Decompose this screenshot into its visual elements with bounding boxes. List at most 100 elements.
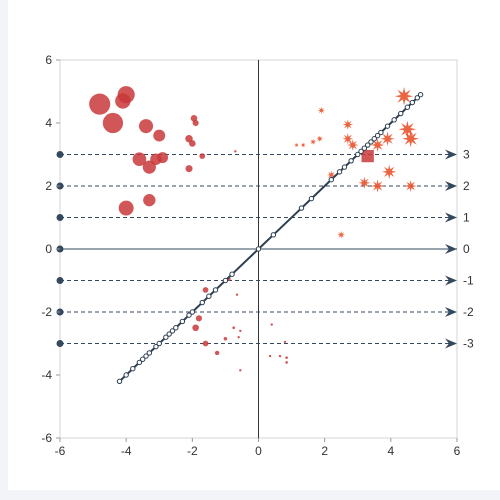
markline-start-dot xyxy=(56,214,64,221)
scatter-point-circle xyxy=(115,93,131,109)
line-point xyxy=(199,299,205,306)
scatter-point-circle xyxy=(102,112,124,134)
y-tick-label: 6 xyxy=(45,53,52,67)
line-point xyxy=(328,177,334,183)
scatter-point-circle xyxy=(189,140,196,147)
scatter-point-circle xyxy=(232,326,236,330)
line-point xyxy=(140,356,146,362)
line-point xyxy=(179,318,186,325)
scatter-point-star xyxy=(317,106,325,115)
line-point xyxy=(374,132,381,139)
line-point xyxy=(404,104,411,110)
scatter-point-circle xyxy=(150,153,162,165)
markline-arrow xyxy=(445,244,457,254)
scatter-point-star xyxy=(300,142,306,148)
markline-label: -2 xyxy=(463,305,474,319)
line-point xyxy=(336,169,343,175)
line-point xyxy=(417,91,424,98)
scatter-point-circle xyxy=(278,354,282,358)
scatter-point-circle xyxy=(118,200,134,216)
scatter-point-circle xyxy=(239,369,242,372)
scatter-point-circle xyxy=(283,340,287,344)
line-point xyxy=(173,325,179,331)
scatter-point-circle xyxy=(234,150,237,153)
series-layer xyxy=(89,86,420,372)
line-point xyxy=(166,331,172,337)
line-point xyxy=(298,205,305,211)
line-point xyxy=(206,293,212,299)
scatter-point-star xyxy=(398,120,417,139)
scatter-point-circle xyxy=(89,93,111,115)
scatter-point-star xyxy=(371,179,385,193)
line-point xyxy=(270,232,277,238)
axis-layer: -6 -4 -2 0 2 4 6 -6 -4 -2 0 2 4 6 xyxy=(41,53,460,458)
markline-label: -1 xyxy=(463,274,474,288)
line-point xyxy=(136,359,143,366)
y-tick-label: -2 xyxy=(41,305,52,319)
y-tick-label: 2 xyxy=(45,179,52,193)
line-point xyxy=(186,312,192,318)
scatter-point-star xyxy=(309,138,317,146)
line-point xyxy=(355,151,361,158)
x-tick-label: -2 xyxy=(187,444,198,458)
scatter-point-circle xyxy=(199,153,206,159)
markline-start-dot xyxy=(56,151,64,158)
line-point xyxy=(378,129,384,136)
line-point xyxy=(409,99,416,106)
scatter-point-circle xyxy=(202,287,209,293)
markline-label: 0 xyxy=(463,242,470,256)
line-point xyxy=(391,117,397,123)
markline-label: 1 xyxy=(463,211,470,225)
scatter-point-circle xyxy=(143,194,156,207)
scatter-point-circle xyxy=(223,337,228,341)
line-point xyxy=(146,350,153,356)
markline-label: 2 xyxy=(463,179,470,193)
scatter-point-star xyxy=(337,230,346,239)
scatter-point-star xyxy=(402,130,420,148)
line-point xyxy=(189,309,196,315)
scatter-point-star xyxy=(294,142,299,148)
line-layer xyxy=(116,91,424,384)
line-point xyxy=(348,158,354,164)
scatter-point-circle xyxy=(285,361,288,364)
markline-label: -3 xyxy=(463,337,474,351)
markline-arrow xyxy=(445,338,457,349)
scatter-point-star xyxy=(358,176,371,189)
x-tick-label: 6 xyxy=(454,444,461,458)
line-point xyxy=(255,246,262,252)
markline-arrow xyxy=(445,275,457,286)
line-point xyxy=(358,148,364,155)
line-point xyxy=(361,145,368,151)
scatter-point-circle xyxy=(132,152,147,167)
line-point xyxy=(163,334,169,340)
line-point xyxy=(143,353,149,359)
line-point xyxy=(341,164,348,170)
line-point xyxy=(368,139,374,145)
line-point xyxy=(364,142,371,148)
line-point xyxy=(130,366,136,372)
scatter-point-circle xyxy=(235,293,239,296)
line-point xyxy=(229,271,235,277)
line-point xyxy=(116,378,123,384)
scatter-point-circle xyxy=(153,129,166,142)
x-tick-label: 0 xyxy=(255,444,262,458)
scatter-point-star xyxy=(380,131,395,147)
y-tick-label: 0 xyxy=(45,242,52,256)
scatter-point-star xyxy=(370,138,385,152)
scatter-point-circle xyxy=(237,336,240,339)
x-tick-label: -6 xyxy=(55,444,66,458)
line-point xyxy=(371,136,377,142)
markline-start-dot xyxy=(56,340,64,347)
line-point xyxy=(384,123,391,129)
scatter-point-circle xyxy=(268,354,272,358)
scatter-point-circle xyxy=(192,324,199,332)
scatter-point-star xyxy=(316,135,324,143)
line-point xyxy=(169,328,176,334)
markline-arrow xyxy=(445,307,457,317)
scatter-point-circle xyxy=(185,165,193,173)
markline-label: 3 xyxy=(463,148,470,162)
markline-arrow xyxy=(445,181,457,191)
scatter-point-star xyxy=(342,133,354,145)
scatter-point-star xyxy=(346,139,359,151)
